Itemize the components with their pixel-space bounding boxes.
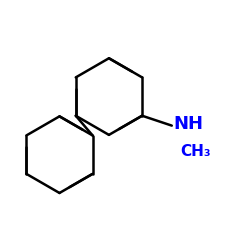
Text: CH₃: CH₃ — [180, 144, 211, 159]
Text: NH: NH — [173, 116, 203, 134]
